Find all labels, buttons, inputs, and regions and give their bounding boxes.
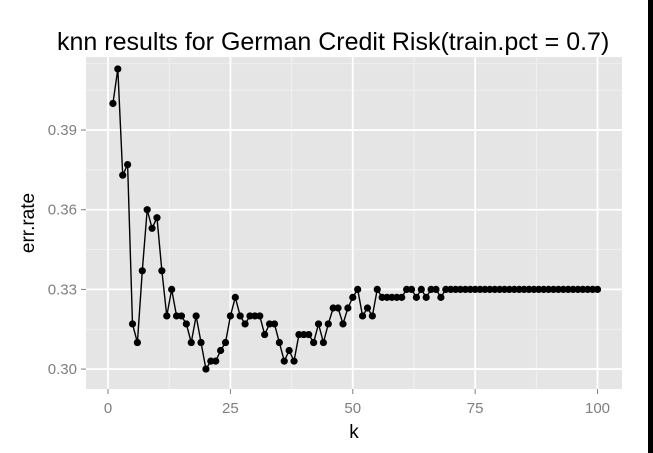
data-point bbox=[275, 338, 283, 347]
data-point bbox=[133, 338, 141, 347]
data-point bbox=[363, 304, 372, 312]
data-point bbox=[212, 357, 220, 365]
data-point bbox=[138, 267, 146, 275]
data-point bbox=[236, 312, 244, 320]
data-point bbox=[114, 65, 122, 73]
data-point bbox=[124, 160, 132, 169]
x-tick-label: 50 bbox=[344, 400, 361, 417]
data-point bbox=[290, 357, 298, 365]
data-point bbox=[324, 320, 332, 328]
y-tick-label: 0.30 bbox=[48, 361, 77, 378]
data-point bbox=[231, 293, 239, 301]
data-point bbox=[143, 206, 151, 214]
minor-gridlines bbox=[86, 57, 622, 389]
data-point bbox=[305, 330, 313, 339]
data-point bbox=[334, 304, 342, 312]
data-point bbox=[407, 285, 416, 293]
data-point bbox=[354, 285, 362, 293]
data-point bbox=[398, 293, 406, 301]
data-point bbox=[119, 171, 127, 179]
data-point bbox=[163, 312, 171, 320]
data-point bbox=[437, 293, 445, 301]
data-point bbox=[344, 304, 352, 312]
data-point bbox=[202, 365, 210, 373]
data-point bbox=[241, 320, 249, 328]
data-point bbox=[373, 285, 381, 293]
data-point bbox=[256, 312, 264, 320]
data-point bbox=[187, 338, 195, 347]
data-point bbox=[153, 214, 161, 222]
data-point bbox=[417, 285, 425, 293]
y-axis-label: err.rate bbox=[18, 193, 39, 253]
chart-title: knn results for German Credit Risk(train… bbox=[57, 28, 610, 56]
data-point bbox=[168, 285, 176, 293]
data-point bbox=[280, 357, 288, 365]
data-point bbox=[261, 330, 269, 339]
x-tick-label: 75 bbox=[467, 400, 484, 417]
data-point bbox=[319, 338, 328, 347]
data-point bbox=[148, 224, 156, 232]
data-point bbox=[314, 320, 323, 328]
data-point bbox=[432, 285, 440, 293]
plot-panel bbox=[86, 57, 622, 389]
data-point bbox=[182, 320, 190, 328]
data-point bbox=[192, 312, 200, 320]
data-point bbox=[412, 293, 421, 301]
major-gridlines bbox=[86, 57, 622, 389]
data-point bbox=[177, 312, 186, 320]
data-series bbox=[109, 65, 602, 373]
x-tick-label: 100 bbox=[585, 400, 610, 417]
data-point bbox=[310, 338, 318, 347]
y-tick-label: 0.33 bbox=[48, 281, 77, 298]
data-point bbox=[109, 99, 117, 108]
data-point bbox=[285, 346, 293, 355]
data-point bbox=[158, 267, 166, 275]
data-point bbox=[358, 312, 367, 320]
data-point bbox=[270, 320, 279, 328]
data-point bbox=[197, 338, 205, 347]
axes: 0 25 50 75 100 0.30 0.33 0.36 0.39 bbox=[48, 122, 610, 417]
data-point bbox=[339, 320, 347, 328]
data-point bbox=[221, 338, 230, 347]
x-tick-label: 25 bbox=[222, 400, 239, 417]
y-tick-label: 0.36 bbox=[48, 202, 77, 219]
x-axis-label: k bbox=[349, 422, 359, 443]
data-point bbox=[593, 285, 602, 293]
data-point bbox=[368, 312, 376, 320]
data-point bbox=[422, 293, 430, 301]
x-tick-label: 0 bbox=[104, 400, 112, 417]
data-point bbox=[217, 346, 225, 355]
data-point bbox=[128, 320, 137, 328]
right-border bbox=[648, 0, 653, 453]
data-point bbox=[349, 293, 357, 301]
y-tick-label: 0.39 bbox=[48, 122, 77, 139]
data-point bbox=[226, 312, 235, 320]
